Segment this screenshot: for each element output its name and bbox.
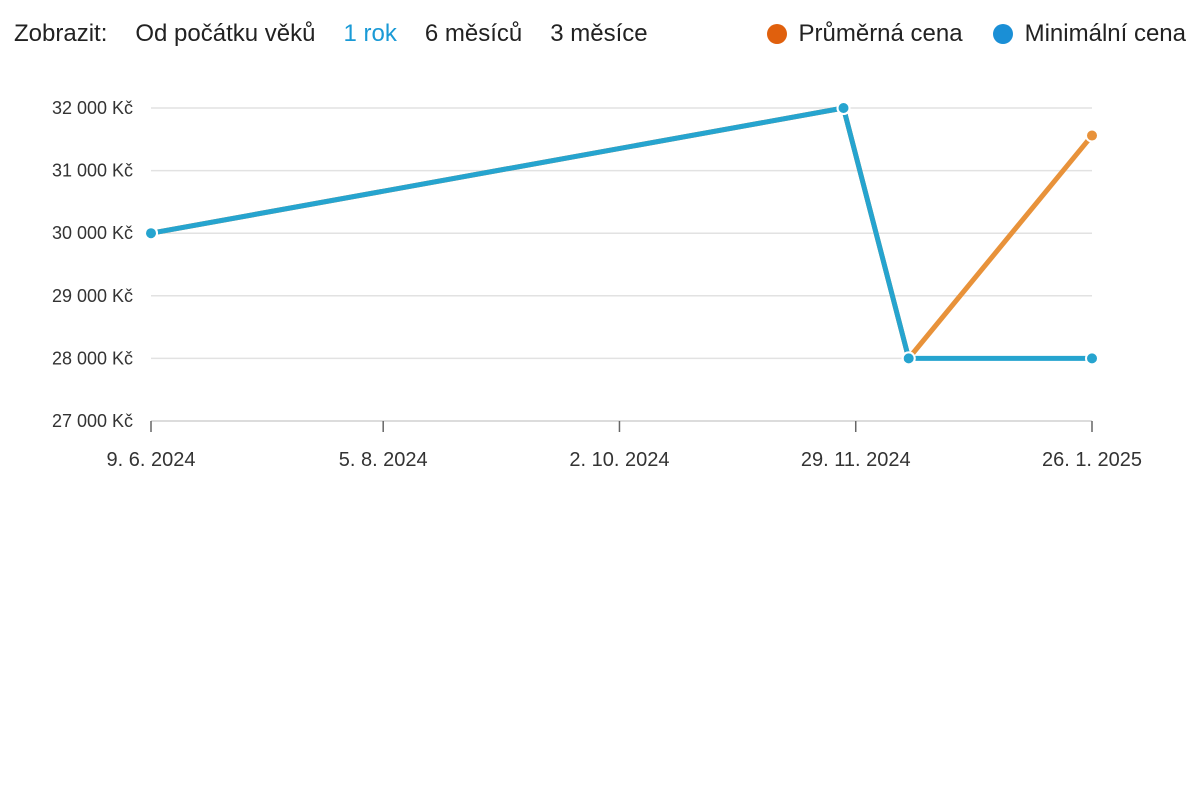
legend-average-price-dot [766,24,787,44]
legend-average-price-label: Průměrná cena [798,20,963,47]
legend: Průměrná cena Minimální cena [766,20,1186,48]
x-tick-label: 9. 6. 2024 [107,449,196,471]
range-all-time-button[interactable]: Od počátku věků [135,20,316,47]
x-tick-label: 26. 1. 2025 [1042,449,1142,471]
minimum-price-data-point [901,351,916,366]
range-1-year-button[interactable]: 1 rok [343,20,397,47]
y-tick-label: 28 000 Kč [52,348,133,368]
y-tick-label: 30 000 Kč [52,223,133,243]
y-tick-label: 29 000 Kč [52,286,133,306]
toolbar: Zobrazit: Od počátku věků 1 rok 6 měsíců… [14,14,1186,54]
price-chart: 27 000 Kč 28 000 Kč 29 000 Kč 30 000 Kč 31 0… [52,98,1142,471]
range-3-months-button[interactable]: 3 měsíce [550,20,648,47]
x-tick-label: 2. 10. 2024 [569,449,669,471]
minimum-price-series-line [148,105,1095,361]
minimum-price-data-point [836,101,851,115]
range-6-months-button[interactable]: 6 měsíců [424,20,523,47]
x-tick-label: 5. 8. 2024 [339,449,428,471]
legend-item-average-price[interactable]: Průměrná cena [766,20,963,48]
y-tick-label: 32 000 Kč [52,98,133,118]
y-tick-label: 27 000 Kč [52,411,133,431]
legend-item-minimum-price[interactable]: Minimální cena [992,20,1186,48]
y-tick-label: 31 000 Kč [52,161,133,181]
display-label: Zobrazit: [14,20,108,47]
minimum-price-data-point [1085,351,1099,366]
minimum-price-data-point [144,226,158,241]
x-tick-label: 29. 11. 2024 [801,449,911,471]
legend-minimum-price-dot [992,24,1013,44]
legend-minimum-price-label: Minimální cena [1024,20,1186,47]
average-price-data-point [1085,128,1099,143]
